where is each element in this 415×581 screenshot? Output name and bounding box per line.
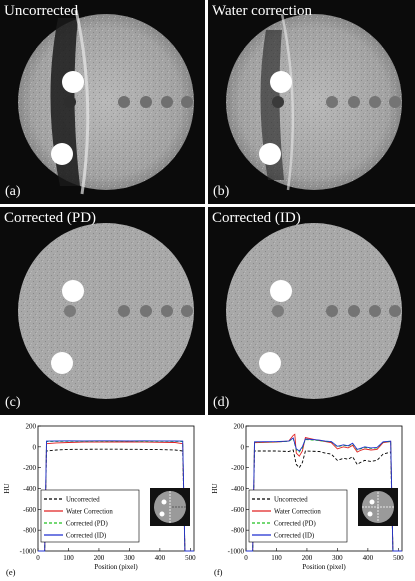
ct-image-id <box>226 223 402 399</box>
y-tick-label: 0 <box>33 443 37 451</box>
y-tick-label: -200 <box>231 464 244 472</box>
x-tick-label: 100 <box>271 554 282 562</box>
insert-dark <box>64 96 76 108</box>
legend-label: Corrected (PD) <box>66 521 108 528</box>
panel-title: Corrected (ID) <box>212 210 301 226</box>
insert-low-3 <box>161 96 173 108</box>
legend-label: Water Correction <box>274 509 321 516</box>
plot-letter: (f) <box>214 567 223 577</box>
x-axis-label: Position (pixel) <box>94 563 138 571</box>
bone-insert-lower <box>51 143 73 165</box>
bone-insert-lower <box>259 352 281 374</box>
profile-chart-f: 0 100 200 300 400 500 200 0 -200 -400 -600 -800 -100… <box>211 423 404 578</box>
y-tick-label: -600 <box>231 506 244 514</box>
profile-plot-e: 0 100 200 300 400 500 200 0 -200 -400 -600 -800 -100… <box>0 418 207 581</box>
insert-low-1 <box>118 96 130 108</box>
streak-artifact <box>260 30 284 180</box>
bone-insert-upper <box>62 71 84 93</box>
legend-label: Uncorrected <box>66 497 100 504</box>
y-tick-label: -400 <box>23 485 36 493</box>
series-line-water-correction <box>38 441 194 552</box>
y-tick-label: 200 <box>234 423 245 431</box>
inset-insert <box>367 511 373 517</box>
bone-insert-upper <box>270 71 292 93</box>
legend-label: Corrected (ID) <box>66 533 106 540</box>
plot-letter: (e) <box>6 567 16 577</box>
y-tick-label: 200 <box>26 423 37 431</box>
bone-insert-upper <box>270 280 292 302</box>
inset-insert <box>161 499 167 505</box>
x-tick-label: 500 <box>185 554 196 562</box>
legend-box <box>40 489 140 543</box>
x-tick-label: 300 <box>332 554 343 562</box>
x-tick-label: 300 <box>124 554 135 562</box>
y-axis-label: HU <box>211 483 219 493</box>
y-tick-label: 0 <box>241 443 245 451</box>
y-axis-label: HU <box>3 483 11 493</box>
insert-low-4 <box>181 96 193 108</box>
ct-panel-water: Water correction (b) <box>208 0 415 204</box>
y-tick-label: -200 <box>23 464 36 472</box>
series-line-uncorrected <box>38 448 194 552</box>
y-tick-label: -800 <box>23 527 36 535</box>
x-tick-label: 400 <box>155 554 166 562</box>
inset-insert <box>369 499 375 505</box>
panel-letter: (d) <box>213 395 230 410</box>
ct-image-water <box>226 13 402 191</box>
legend-label: Uncorrected <box>274 497 308 504</box>
ct-image-uncorrected <box>18 9 194 195</box>
ct-panel-uncorrected: Uncorrected (a) <box>0 0 205 204</box>
x-tick-label: 200 <box>302 554 313 562</box>
series-line-water-correction <box>246 433 402 552</box>
insert-low-2 <box>140 96 152 108</box>
bone-insert-lower <box>51 352 73 374</box>
x-tick-label: 200 <box>94 554 105 562</box>
x-tick-label: 0 <box>244 554 248 562</box>
panel-title: Water correction <box>212 3 312 19</box>
x-tick-label: 500 <box>393 554 404 562</box>
series-line-corrected-id- <box>246 437 402 552</box>
x-tick-label: 0 <box>36 554 40 562</box>
inset-insert <box>159 511 165 517</box>
ct-image-pd <box>18 223 194 399</box>
profile-chart-e: 0 100 200 300 400 500 200 0 -200 -400 -600 -800 -100… <box>3 423 196 578</box>
x-tick-label: 100 <box>63 554 74 562</box>
ct-panel-id: Corrected (ID) (d) <box>208 207 415 415</box>
panel-letter: (a) <box>5 184 21 199</box>
legend-label: Corrected (PD) <box>274 521 316 528</box>
bone-insert-upper <box>62 280 84 302</box>
panel-letter: (c) <box>5 395 21 410</box>
profile-plot-f: 0 100 200 300 400 500 200 0 -200 -400 -600 -800 -100… <box>208 418 415 581</box>
ct-panel-pd: Corrected (PD) (c) <box>0 207 205 415</box>
legend-box <box>248 489 348 543</box>
y-tick-label: -600 <box>23 506 36 514</box>
series-line-uncorrected <box>246 449 402 552</box>
panel-letter: (b) <box>213 184 230 199</box>
panel-title: Corrected (PD) <box>4 210 97 226</box>
legend-label: Water Correction <box>66 509 113 516</box>
y-tick-label: -1000 <box>228 548 245 556</box>
y-tick-label: -800 <box>231 527 244 535</box>
series-line-corrected-id- <box>38 440 194 552</box>
x-axis-label: Position (pixel) <box>302 563 346 571</box>
legend-label: Corrected (ID) <box>274 533 314 540</box>
y-tick-label: -1000 <box>20 548 37 556</box>
y-tick-label: -400 <box>231 485 244 493</box>
panel-title: Uncorrected <box>4 3 79 19</box>
x-tick-label: 400 <box>363 554 374 562</box>
bone-insert-lower <box>259 143 281 165</box>
